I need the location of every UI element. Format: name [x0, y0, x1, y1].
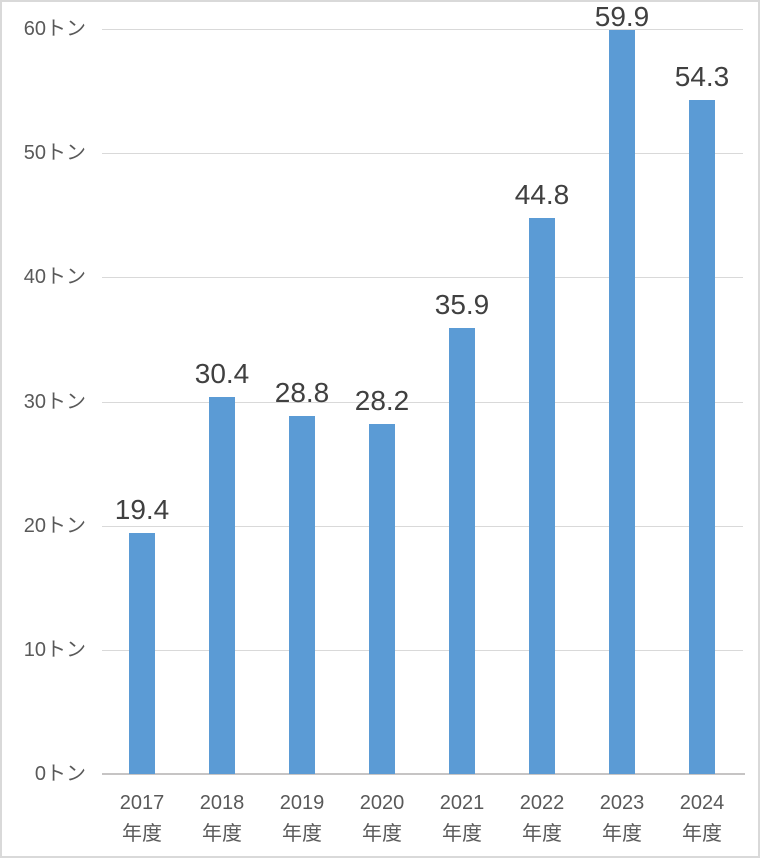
x-tick-year: 2020 [359, 792, 405, 814]
x-tick-year: 2021 [439, 792, 485, 814]
gridline-60 [102, 29, 743, 30]
bar-value-label: 30.4 [194, 357, 250, 389]
x-tick-label: 2019 年度 [260, 788, 344, 850]
x-tick-year: 2018 [199, 792, 245, 814]
y-tick-label: 10トン [23, 638, 86, 661]
x-tick-year: 2023 [599, 792, 645, 814]
gridline-30 [102, 401, 743, 403]
x-tick-suffix: 年度 [602, 823, 642, 845]
bar-2019年度 [289, 416, 315, 774]
bar-value-label: 44.8 [514, 178, 570, 210]
bar-value-label: 59.9 [594, 1, 650, 32]
bar-value-label: 28.2 [354, 384, 410, 416]
x-tick-label: 2023 年度 [580, 788, 664, 850]
bar-2018年度 [209, 396, 235, 774]
gridline-20 [102, 525, 743, 527]
bar-2021年度 [449, 328, 475, 774]
bar-2020年度 [369, 423, 395, 774]
bar-value-label: 19.4 [114, 494, 170, 526]
gridline-40 [102, 277, 743, 279]
bar-value-label: 35.9 [434, 289, 490, 321]
x-tick-suffix: 年度 [282, 823, 322, 845]
bar-value-label: 54.3 [674, 60, 730, 92]
x-tick-label: 2024 年度 [660, 788, 744, 850]
bar-value-label: 28.8 [274, 377, 330, 409]
y-tick-label: 50トン [23, 142, 86, 165]
y-tick-label: 30トン [23, 390, 86, 413]
x-tick-year: 2024 [679, 792, 725, 814]
x-tick-label: 2018 年度 [180, 788, 264, 850]
x-tick-label: 2021 年度 [420, 788, 504, 850]
y-tick-label: 40トン [23, 266, 86, 289]
x-tick-year: 2019 [279, 792, 325, 814]
gridline-50 [102, 153, 743, 155]
x-tick-suffix: 年度 [122, 823, 162, 845]
bar-2017年度 [129, 533, 155, 774]
y-tick-label: 60トン [23, 18, 86, 40]
bar-2024年度 [689, 99, 715, 774]
bar-2023年度 [609, 30, 635, 774]
x-axis-line [102, 773, 745, 775]
x-tick-suffix: 年度 [202, 823, 242, 845]
x-tick-suffix: 年度 [362, 823, 402, 845]
x-tick-suffix: 年度 [442, 823, 482, 845]
bar-2022年度 [529, 217, 555, 774]
x-tick-label: 2020 年度 [340, 788, 424, 850]
x-tick-label: 2017 年度 [100, 788, 184, 850]
x-tick-label: 2022 年度 [500, 788, 584, 850]
x-tick-suffix: 年度 [522, 823, 562, 845]
x-tick-suffix: 年度 [682, 823, 722, 845]
y-tick-label: 20トン [23, 514, 86, 537]
x-tick-year: 2022 [519, 792, 565, 814]
gridline-10 [102, 649, 743, 651]
y-tick-label: 0トン [34, 763, 86, 785]
x-tick-year: 2017 [119, 792, 165, 814]
